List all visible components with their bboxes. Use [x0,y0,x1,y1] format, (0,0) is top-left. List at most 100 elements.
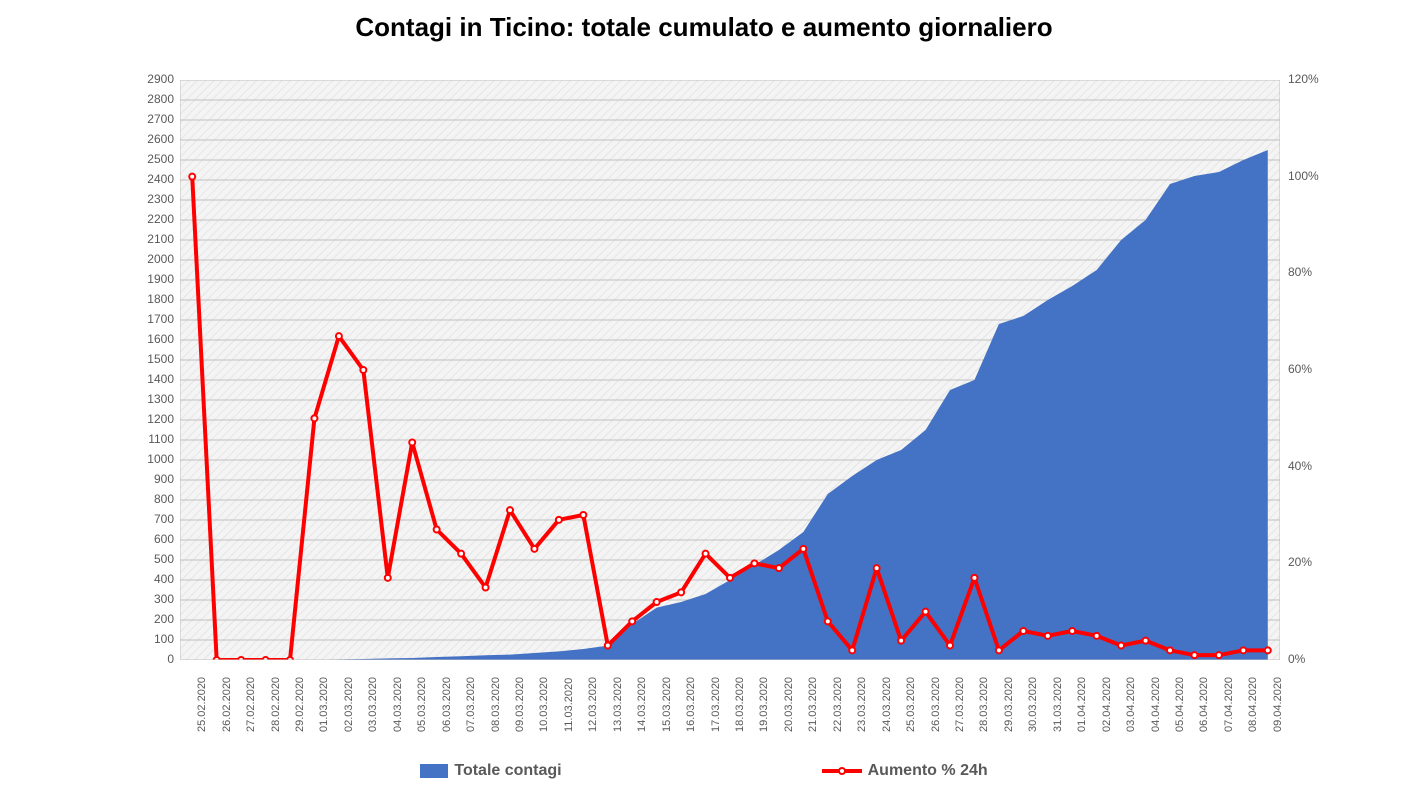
y1-tick-label: 1500 [0,352,174,366]
x-tick-label: 02.03.2020 [343,677,355,732]
x-tick-label: 12.03.2020 [587,677,599,732]
x-tick-label: 30.03.2020 [1027,677,1039,732]
x-tick-label: 22.03.2020 [832,677,844,732]
legend-item-line: Aumento % 24h [822,762,988,780]
line-marker [1118,643,1124,649]
line-marker [531,546,537,552]
x-tick-label: 09.03.2020 [514,677,526,732]
x-tick-label: 23.03.2020 [856,677,868,732]
y2-tick-label: 20% [1288,555,1312,569]
line-marker [1143,638,1149,644]
line-marker [996,647,1002,653]
line-marker [189,174,195,180]
line-marker [923,609,929,615]
x-tick-label: 01.04.2020 [1076,677,1088,732]
y1-tick-label: 2800 [0,92,174,106]
x-tick-label: 31.03.2020 [1052,677,1064,732]
y1-tick-label: 1600 [0,332,174,346]
line-marker [849,647,855,653]
line-marker [1094,633,1100,639]
line-marker [800,546,806,552]
line-marker [1167,647,1173,653]
x-tick-label: 25.02.2020 [196,677,208,732]
line-marker [654,599,660,605]
x-tick-label: 01.03.2020 [318,677,330,732]
legend-label: Aumento % 24h [868,762,988,780]
x-tick-label: 26.03.2020 [930,677,942,732]
y1-tick-label: 300 [0,592,174,606]
x-tick-label: 05.03.2020 [416,677,428,732]
x-tick-label: 06.03.2020 [441,677,453,732]
x-tick-label: 24.03.2020 [881,677,893,732]
area-swatch-icon [420,764,448,778]
line-marker [434,527,440,533]
x-tick-label: 05.04.2020 [1174,677,1186,732]
y1-tick-label: 800 [0,492,174,506]
x-tick-label: 06.04.2020 [1198,677,1210,732]
y1-tick-label: 500 [0,552,174,566]
y1-tick-label: 200 [0,612,174,626]
x-tick-label: 15.03.2020 [661,677,673,732]
y2-tick-label: 60% [1288,362,1312,376]
x-tick-label: 18.03.2020 [734,677,746,732]
x-tick-label: 28.03.2020 [978,677,990,732]
plot-region [180,80,1280,660]
x-tick-label: 08.03.2020 [490,677,502,732]
x-tick-label: 14.03.2020 [636,677,648,732]
line-marker [1020,628,1026,634]
x-tick-label: 25.03.2020 [905,677,917,732]
line-marker [1240,647,1246,653]
y1-tick-label: 0 [0,652,174,666]
y1-tick-label: 2000 [0,252,174,266]
chart-container: Contagi in Ticino: totale cumulato e aum… [0,0,1408,792]
y2-tick-label: 0% [1288,652,1305,666]
y1-tick-label: 2500 [0,152,174,166]
line-marker [751,560,757,566]
y1-tick-label: 1800 [0,292,174,306]
x-tick-label: 28.02.2020 [270,677,282,732]
line-marker [1216,652,1222,658]
x-tick-label: 16.03.2020 [685,677,697,732]
y1-tick-label: 2200 [0,212,174,226]
line-marker [971,575,977,581]
x-tick-label: 03.04.2020 [1125,677,1137,732]
y1-tick-label: 1300 [0,392,174,406]
line-marker [874,565,880,571]
line-marker [898,638,904,644]
line-marker [727,575,733,581]
line-marker [483,585,489,591]
y1-tick-label: 2600 [0,132,174,146]
line-marker [1191,652,1197,658]
line-marker [703,551,709,557]
x-tick-label: 09.04.2020 [1272,677,1284,732]
x-tick-label: 03.03.2020 [367,677,379,732]
y1-tick-label: 400 [0,572,174,586]
line-marker [605,643,611,649]
x-tick-label: 04.03.2020 [392,677,404,732]
y1-tick-label: 2700 [0,112,174,126]
y1-tick-label: 1400 [0,372,174,386]
line-marker [311,415,317,421]
y1-tick-label: 700 [0,512,174,526]
x-tick-label: 26.02.2020 [221,677,233,732]
y1-tick-label: 2400 [0,172,174,186]
line-marker [507,507,513,513]
line-marker [776,565,782,571]
x-tick-label: 19.03.2020 [758,677,770,732]
line-marker [458,551,464,557]
line-marker [678,589,684,595]
y1-tick-label: 2300 [0,192,174,206]
x-tick-label: 29.02.2020 [294,677,306,732]
x-tick-label: 17.03.2020 [710,677,722,732]
line-marker [336,333,342,339]
x-tick-label: 27.03.2020 [954,677,966,732]
y1-tick-label: 2900 [0,72,174,86]
x-tick-label: 21.03.2020 [807,677,819,732]
y1-tick-label: 2100 [0,232,174,246]
line-marker [385,575,391,581]
x-tick-label: 02.04.2020 [1101,677,1113,732]
x-tick-label: 13.03.2020 [612,677,624,732]
legend: Totale contagi Aumento % 24h [0,762,1408,780]
line-swatch-icon [822,764,862,778]
x-tick-label: 29.03.2020 [1003,677,1015,732]
